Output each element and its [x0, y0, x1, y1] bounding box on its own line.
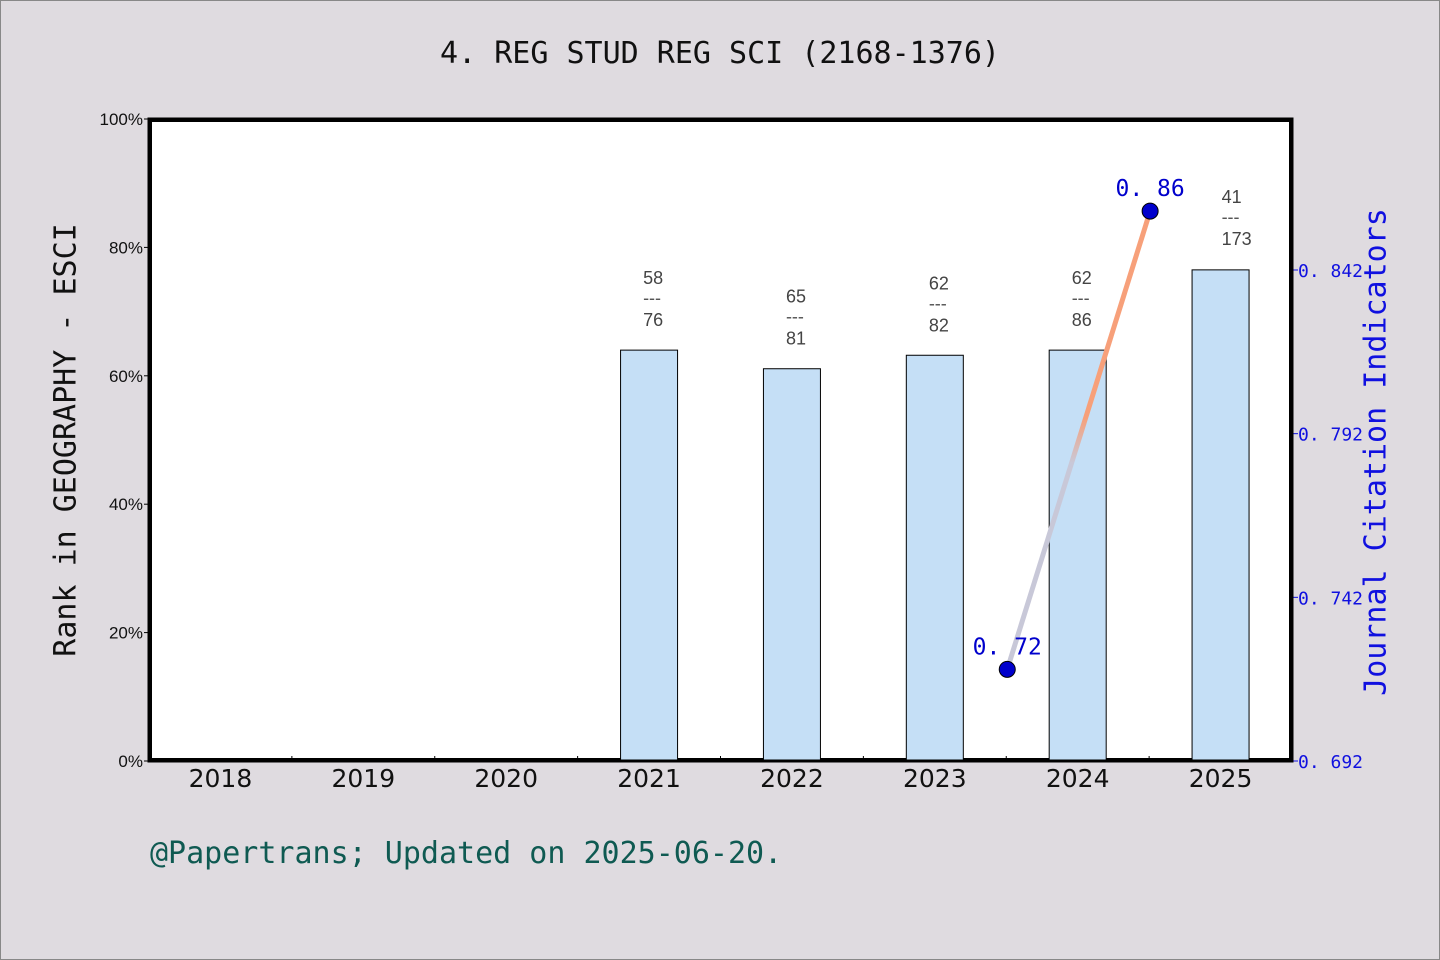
bar-label-divider: --- — [1072, 288, 1090, 308]
bar — [905, 354, 964, 762]
x-tick-label: 2024 — [1046, 764, 1110, 793]
bar — [1191, 269, 1250, 762]
bar-label-total: 81 — [786, 329, 806, 349]
left-tick-label: 0% — [118, 752, 143, 771]
line-point — [1141, 202, 1159, 220]
left-axis-ticks: 0% 20% 40% 60% 80% 100% — [100, 110, 149, 771]
x-tick-label: 2021 — [617, 764, 681, 793]
bar-label-rank: 58 — [643, 268, 663, 288]
bar-label-divider: --- — [643, 288, 661, 308]
plot-border — [147, 117, 1294, 763]
right-axis-ticks: 0. 692 0. 742 0. 792 0. 842 — [1292, 261, 1363, 773]
bar-label-rank: 41 — [1222, 187, 1242, 207]
bar-label-total: 76 — [643, 310, 663, 330]
bar-label-rank: 62 — [1072, 268, 1092, 288]
bar-label-divider: --- — [929, 293, 947, 313]
bar-series — [620, 269, 1250, 762]
right-tick-label: 0. 692 — [1298, 752, 1363, 773]
line-segment — [1004, 210, 1153, 671]
left-tick-label: 80% — [109, 238, 143, 257]
x-tick-label: 2022 — [760, 764, 824, 793]
bar-label-rank: 62 — [929, 273, 949, 293]
line-point — [998, 660, 1016, 678]
bar — [762, 368, 821, 762]
left-tick-label: 60% — [109, 367, 143, 386]
right-tick-label: 0. 842 — [1298, 261, 1363, 282]
line-series: 0. 72 0. 86 — [973, 176, 1185, 678]
bar-label-rank: 65 — [786, 287, 806, 307]
left-tick-label: 40% — [109, 495, 143, 514]
x-tick-label: 2025 — [1189, 764, 1253, 793]
x-tick-label: 2020 — [474, 764, 538, 793]
line-point-label: 0. 86 — [1116, 176, 1185, 202]
chart-title: 4. REG STUD REG SCI (2168-1376) — [440, 36, 1000, 71]
line-point-label: 0. 72 — [973, 634, 1042, 660]
x-tick-label: 2018 — [189, 764, 253, 793]
bar — [1048, 349, 1107, 762]
bar-label-total: 173 — [1222, 229, 1252, 249]
left-tick-label: 100% — [100, 110, 143, 129]
right-tick-label: 0. 742 — [1298, 588, 1363, 609]
bar-label-divider: --- — [786, 307, 804, 327]
right-tick-label: 0. 792 — [1298, 425, 1363, 446]
x-tick-label: 2023 — [903, 764, 967, 793]
bar-label-total: 82 — [929, 315, 949, 335]
bar — [620, 349, 679, 762]
x-tick-label: 2019 — [332, 764, 396, 793]
left-tick-label: 20% — [109, 624, 143, 643]
footer-credit: @Papertrans; Updated on 2025-06-20. — [150, 836, 783, 871]
bar-label-divider: --- — [1222, 207, 1240, 227]
bar-label-total: 86 — [1072, 310, 1092, 330]
x-axis-ticks: 2018 2019 2020 2021 2022 2023 2024 2025 — [189, 756, 1253, 793]
